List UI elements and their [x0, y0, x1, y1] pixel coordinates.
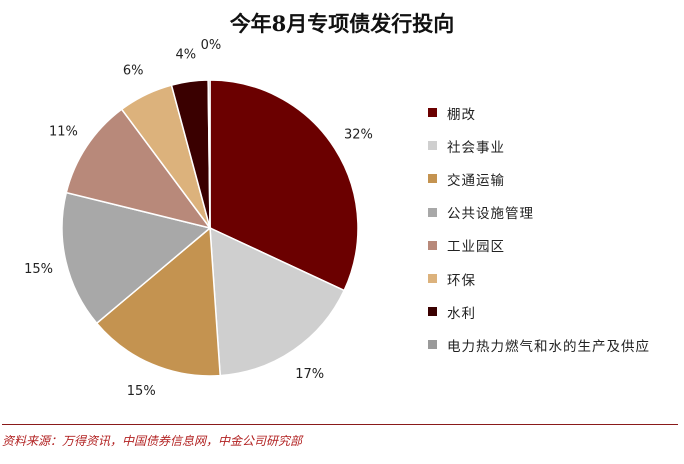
legend-swatch — [428, 307, 437, 317]
pie-slice-1 — [209, 79, 359, 292]
pie-label-4: 15% — [24, 262, 53, 277]
pie-labels: 32% 17% 15% 15% 11% 6% 4% 0% — [24, 38, 373, 399]
pie-label-6: 6% — [123, 64, 144, 79]
pie-label-5: 11% — [49, 125, 78, 140]
footer-divider — [2, 424, 678, 425]
legend-label: 电力热力燃气和水的生产及供应 — [447, 338, 650, 355]
pie-label-8: 0% — [201, 38, 222, 53]
pie-label-3: 15% — [127, 384, 156, 399]
legend-swatch — [428, 340, 437, 350]
legend-swatch — [428, 207, 437, 217]
legend-item: 棚改 — [428, 96, 650, 129]
legend-swatch — [428, 274, 437, 284]
pie-chart: 32% 17% 15% 15% 11% 6% 4% 0% — [24, 38, 373, 399]
legend-item: 环保 — [428, 262, 650, 295]
legend-label: 社会事业 — [447, 139, 505, 156]
legend-swatch — [428, 240, 437, 250]
legend-swatch — [428, 108, 437, 118]
legend-item: 交通运输 — [428, 162, 650, 195]
pie-label-1: 32% — [344, 127, 373, 142]
pie-slice-8 — [207, 79, 211, 229]
pie-slice-4 — [61, 191, 212, 325]
pie-slice-3 — [95, 226, 222, 377]
legend-item: 社会事业 — [428, 129, 650, 162]
legend-item: 公共设施管理 — [428, 196, 650, 229]
legend: 棚改社会事业交通运输公共设施管理 工业园区环保水利电力热力燃气和水的生产及供应 — [428, 96, 650, 362]
legend-label: 公共设施管理 — [447, 206, 534, 223]
legend-label: 交通运输 — [447, 172, 505, 189]
legend-item: 工业园区 — [428, 229, 650, 262]
chart-title: 今年8月专项债发行投向 — [229, 11, 455, 36]
legend-label: 棚改 — [447, 106, 476, 123]
pie-slice-5 — [65, 108, 212, 230]
legend-swatch — [428, 174, 437, 184]
legend-label: 环保 — [447, 272, 476, 289]
legend-item: 水利 — [428, 295, 650, 328]
legend-label: 工业园区 — [447, 239, 505, 256]
legend-label: 水利 — [447, 305, 476, 322]
legend-item: 电力热力燃气和水的生产及供应 — [428, 328, 650, 361]
source-note: 资料来源：万得资讯，中国债券信息网，中金公司研究部 — [2, 434, 303, 448]
pie-slices — [61, 79, 359, 377]
pie-label-2: 17% — [295, 367, 324, 382]
pie-slice-2 — [209, 226, 346, 377]
legend-swatch — [428, 141, 437, 151]
pie-label-7: 4% — [175, 48, 196, 63]
